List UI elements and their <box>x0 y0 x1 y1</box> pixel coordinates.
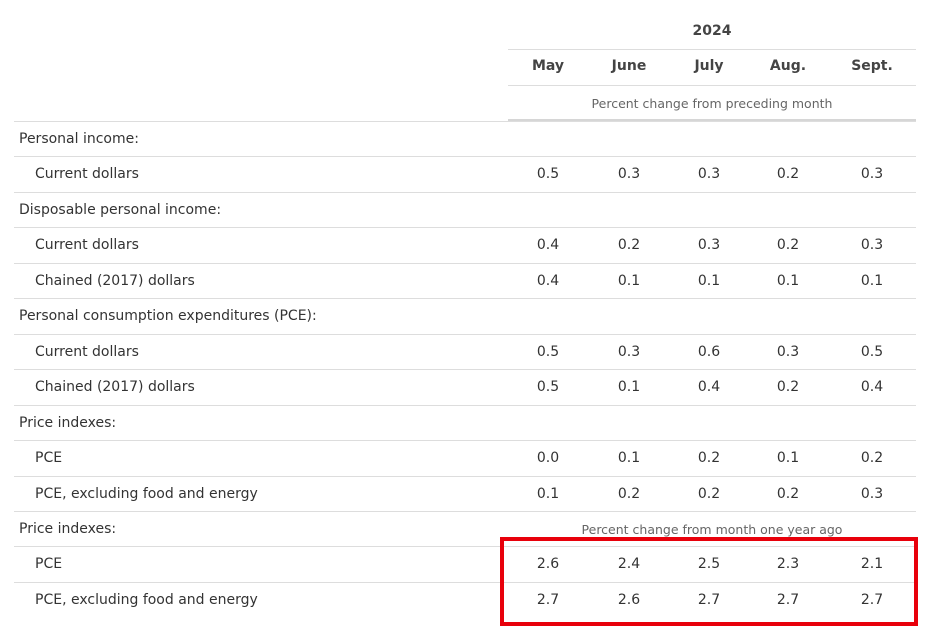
table-row: Personal consumption expenditures (PCE): <box>14 298 916 333</box>
cell-value: 0.5 <box>536 166 560 183</box>
cell-value: 0.3 <box>860 237 884 254</box>
cell-value: 0.1 <box>697 272 721 289</box>
cell-value: 0.1 <box>776 450 800 467</box>
cell-value: 2.6 <box>617 591 641 608</box>
cell-value: 0.3 <box>617 343 641 360</box>
cell-value: 0.2 <box>617 237 641 254</box>
table-row: Personal income: <box>14 121 916 156</box>
row-label: PCE, excluding food and energy <box>35 485 258 502</box>
cell-value: 0.2 <box>697 450 721 467</box>
row-label: Current dollars <box>35 166 139 183</box>
cell-value: 0.3 <box>776 343 800 360</box>
cell-value: 0.3 <box>697 166 721 183</box>
month-header: May <box>531 58 565 74</box>
cell-value: 0.2 <box>776 485 800 502</box>
table-row: Current dollars 0.5 0.3 0.3 0.2 0.3 <box>14 156 916 191</box>
cell-value: 0.1 <box>860 272 884 289</box>
cell-value: 0.5 <box>536 379 560 396</box>
cell-value: 0.1 <box>776 272 800 289</box>
month-header: Aug. <box>769 58 807 74</box>
cell-value: 0.0 <box>536 450 560 467</box>
cell-value: 0.5 <box>860 343 884 360</box>
table-row: Disposable personal income: <box>14 191 916 227</box>
row-label: Disposable personal income: <box>19 201 222 218</box>
table-row: Current dollars 0.5 0.3 0.6 0.3 0.5 <box>14 333 916 369</box>
cell-value: 0.2 <box>776 379 800 396</box>
cell-value: 2.7 <box>860 591 884 608</box>
table-row: Price indexes: <box>14 404 916 440</box>
table-row: Current dollars 0.4 0.2 0.3 0.2 0.3 <box>14 227 916 262</box>
cell-value: 0.1 <box>617 379 641 396</box>
cell-value: 0.1 <box>617 272 641 289</box>
cell-value: 0.1 <box>536 485 560 502</box>
row-label: PCE, excluding food and energy <box>35 591 258 608</box>
cell-value: 2.7 <box>776 591 800 608</box>
subheader-yearly: Percent change from month one year ago <box>581 522 843 537</box>
row-label: Personal income: <box>19 131 139 147</box>
cell-value: 0.2 <box>776 166 800 183</box>
cell-value: 0.4 <box>860 379 884 396</box>
month-header: June <box>611 58 647 74</box>
row-label: Price indexes: <box>19 520 117 537</box>
month-header: Sept. <box>851 58 893 74</box>
cell-value: 2.5 <box>697 556 721 573</box>
cell-value: 0.4 <box>536 272 560 289</box>
table-row: PCE, excluding food and energy 2.7 2.6 2.7 2… <box>14 581 916 617</box>
row-label: PCE <box>35 450 63 467</box>
cell-value: 0.1 <box>617 450 641 467</box>
row-label: Current dollars <box>35 343 139 360</box>
subheader-monthly: Percent change from preceding month <box>591 96 833 111</box>
cell-value: 2.7 <box>536 591 560 608</box>
row-label: Personal consumption expenditures (PCE): <box>19 308 317 325</box>
year-header: 2024 <box>692 23 732 39</box>
divider <box>508 119 916 122</box>
highlight-box <box>500 537 918 626</box>
table-row: PCE, excluding food and energy 0.1 0.2 0.2 0… <box>14 475 916 511</box>
row-label: Price indexes: <box>19 414 117 431</box>
cell-value: 0.2 <box>776 237 800 254</box>
month-headers: May June July Aug. Sept. <box>508 58 916 78</box>
cell-value: 2.7 <box>697 591 721 608</box>
cell-value: 0.4 <box>536 237 560 254</box>
cell-value: 2.1 <box>860 556 884 573</box>
divider <box>508 85 916 86</box>
cell-value: 2.4 <box>617 556 641 573</box>
table-row: PCE 0.0 0.1 0.2 0.1 0.2 <box>14 440 916 475</box>
cell-value: 0.2 <box>617 485 641 502</box>
cell-value: 2.3 <box>776 556 800 573</box>
row-label: Chained (2017) dollars <box>35 272 195 289</box>
cell-value: 0.4 <box>697 379 721 396</box>
cell-value: 0.3 <box>860 485 884 502</box>
table-row: Chained (2017) dollars 0.4 0.1 0.1 0.1 0.1 <box>14 262 916 298</box>
cell-value: 0.3 <box>617 166 641 183</box>
cell-value: 0.5 <box>536 343 560 360</box>
cell-value: 0.2 <box>697 485 721 502</box>
row-label: PCE <box>35 556 63 573</box>
cell-value: 0.2 <box>860 450 884 467</box>
row-label: Chained (2017) dollars <box>35 379 195 396</box>
table-row: Chained (2017) dollars 0.5 0.1 0.4 0.2 0.4 <box>14 369 916 404</box>
table-row: PCE 2.6 2.4 2.5 2.3 2.1 <box>14 546 916 581</box>
table-row: Price indexes: <box>14 510 916 546</box>
divider <box>508 49 916 50</box>
cell-value: 0.3 <box>860 166 884 183</box>
month-header: July <box>694 58 724 74</box>
cell-value: 0.6 <box>697 343 721 360</box>
row-label: Current dollars <box>35 237 139 254</box>
cell-value: 0.3 <box>697 237 721 254</box>
cell-value: 2.6 <box>536 556 560 573</box>
